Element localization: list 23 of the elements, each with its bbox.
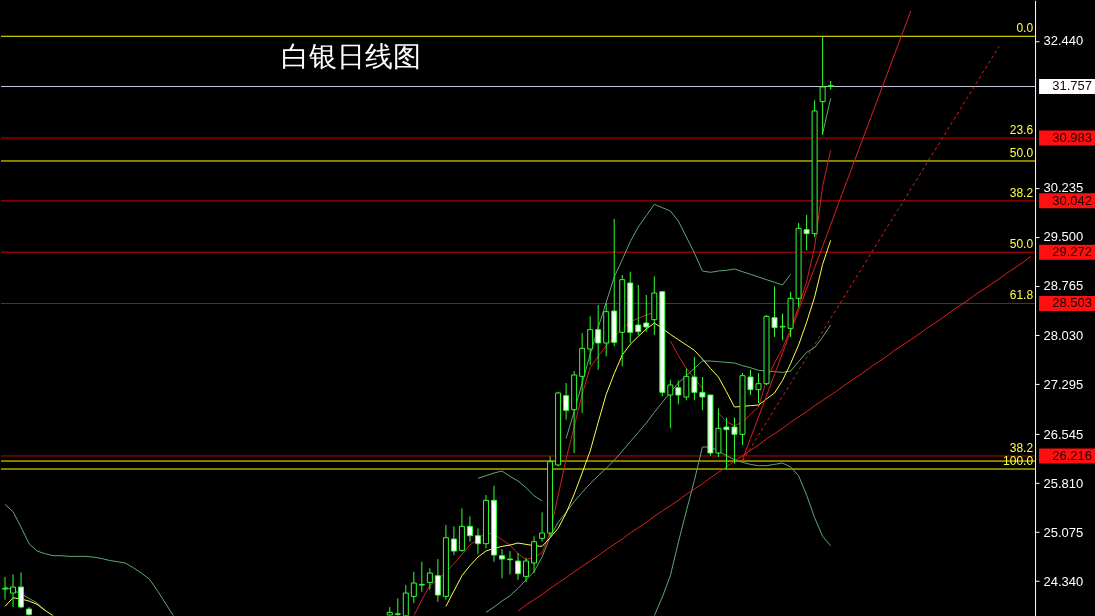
text: 白银日线图 bbox=[280, 40, 421, 74]
ref-line-label: 28.503 bbox=[1052, 295, 1092, 311]
annotation: 23.6 bbox=[1009, 123, 1034, 138]
annotation: 100.0 bbox=[1003, 454, 1034, 469]
ref-line-label: 31.757 bbox=[1052, 78, 1092, 94]
y-tick-label: 29.500 bbox=[1043, 229, 1084, 245]
y-tick-label: 25.075 bbox=[1043, 524, 1084, 540]
y-tick-label: 27.295 bbox=[1043, 376, 1084, 392]
annotation: 0.0 bbox=[1016, 21, 1034, 36]
y-tick-label: 26.545 bbox=[1043, 426, 1084, 442]
ref-line-label: 30.983 bbox=[1052, 130, 1092, 146]
y-tick-label: 32.440 bbox=[1043, 33, 1084, 49]
y-tick-label: 25.810 bbox=[1043, 475, 1084, 491]
y-tick-label: 28.030 bbox=[1043, 327, 1084, 343]
y-tick-label: 24.340 bbox=[1043, 573, 1084, 589]
annotation: 38.2 bbox=[1009, 440, 1034, 455]
ref-line-label: 26.216 bbox=[1052, 447, 1092, 463]
ref-line-label: 29.272 bbox=[1052, 244, 1092, 260]
y-tick-label: 28.765 bbox=[1043, 278, 1084, 294]
annotation: 50.0 bbox=[1009, 145, 1034, 160]
annotation: 61.8 bbox=[1009, 288, 1034, 303]
annotation: 50.0 bbox=[1009, 237, 1034, 252]
annotation: 38.2 bbox=[1009, 185, 1034, 200]
